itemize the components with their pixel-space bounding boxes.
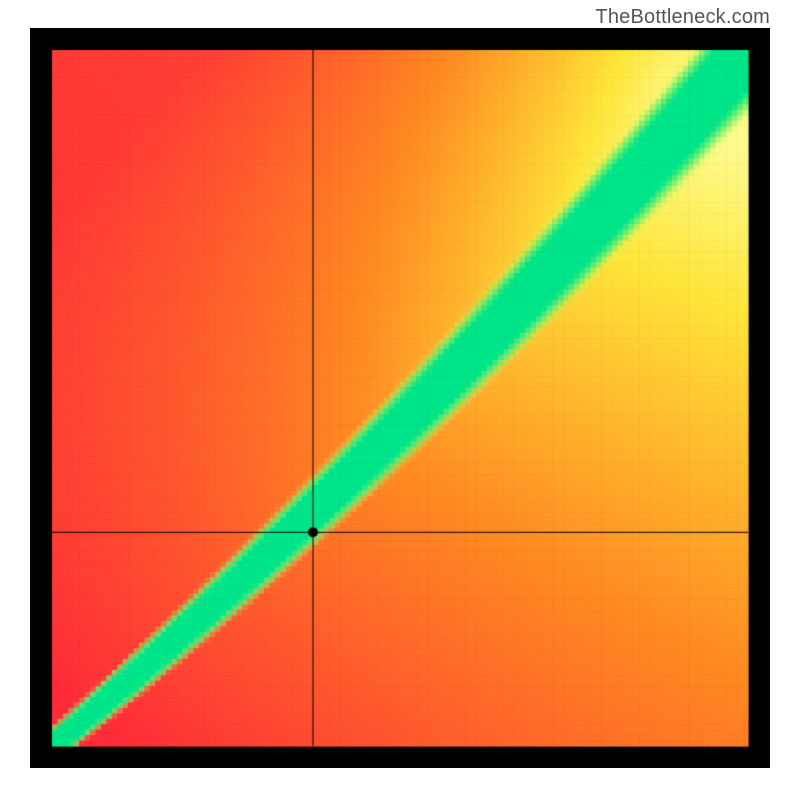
chart-container: TheBottleneck.com: [0, 0, 800, 800]
heatmap-canvas: [30, 28, 770, 768]
plot-frame: [30, 28, 770, 768]
watermark-text: TheBottleneck.com: [595, 6, 770, 29]
